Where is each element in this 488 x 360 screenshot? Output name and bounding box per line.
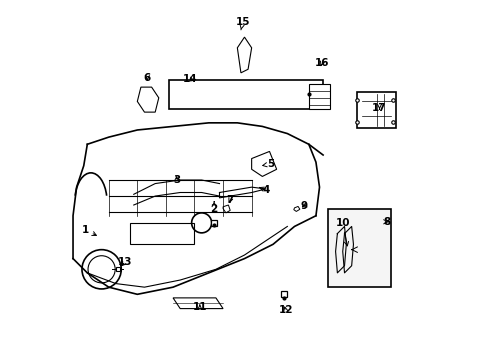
Bar — [328, 208, 390, 287]
Text: 3: 3 — [173, 175, 180, 185]
Text: 5: 5 — [262, 159, 274, 169]
Text: 9: 9 — [300, 201, 307, 211]
Text: 14: 14 — [183, 74, 197, 84]
Text: 2: 2 — [210, 202, 217, 214]
Text: 17: 17 — [371, 103, 386, 113]
Text: 8: 8 — [383, 217, 390, 227]
Polygon shape — [293, 206, 299, 211]
Text: 12: 12 — [278, 305, 292, 315]
Text: 7: 7 — [226, 195, 233, 204]
Polygon shape — [237, 37, 251, 73]
Text: 13: 13 — [117, 257, 132, 267]
Text: 16: 16 — [314, 58, 328, 68]
Polygon shape — [137, 87, 159, 112]
Polygon shape — [308, 84, 329, 109]
Text: 4: 4 — [259, 185, 269, 195]
Polygon shape — [223, 205, 230, 213]
Polygon shape — [173, 298, 223, 309]
Text: 6: 6 — [143, 73, 151, 83]
Bar — [169, 80, 323, 109]
Text: 15: 15 — [235, 17, 249, 30]
Polygon shape — [251, 152, 276, 176]
Text: 11: 11 — [192, 302, 207, 312]
Bar — [130, 223, 194, 244]
FancyBboxPatch shape — [356, 93, 395, 128]
Text: 10: 10 — [335, 218, 349, 246]
Text: 1: 1 — [82, 225, 96, 235]
